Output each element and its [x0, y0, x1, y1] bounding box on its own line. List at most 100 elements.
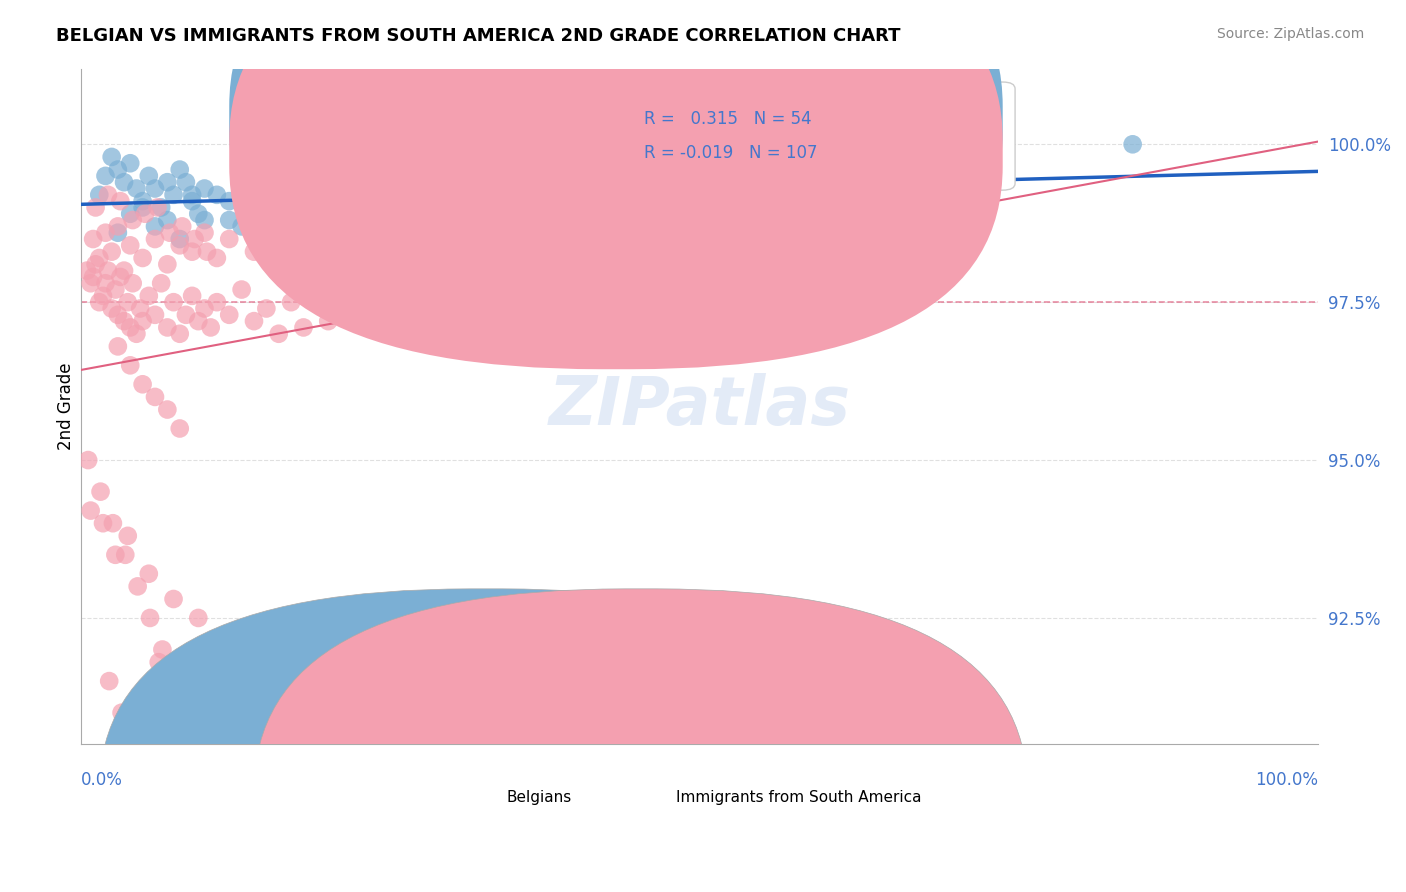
Point: [129, 301, 152, 316]
Text: Belgians: Belgians: [506, 789, 571, 805]
Point: [159, 226, 181, 240]
Point: [94, 226, 117, 240]
Point: [478, 207, 501, 221]
Point: [138, 169, 160, 183]
Point: [465, 301, 488, 316]
Point: [589, 175, 612, 189]
Point: [378, 251, 401, 265]
Point: [540, 181, 562, 195]
Point: [205, 187, 228, 202]
Point: [187, 314, 209, 328]
Point: [174, 308, 197, 322]
Point: [148, 655, 170, 669]
Point: [181, 289, 204, 303]
Point: [218, 308, 240, 322]
Point: [91, 289, 114, 303]
Point: [172, 219, 194, 234]
Point: [169, 232, 191, 246]
Point: [305, 289, 328, 303]
Point: [110, 269, 132, 284]
Point: [212, 630, 235, 644]
Point: [181, 244, 204, 259]
Point: [391, 194, 413, 208]
Point: [254, 232, 277, 246]
Text: Immigrants from South America: Immigrants from South America: [676, 789, 921, 805]
Point: [107, 308, 129, 322]
Point: [143, 219, 166, 234]
Point: [267, 181, 290, 195]
Text: R =   0.315   N = 54: R = 0.315 N = 54: [644, 111, 811, 128]
Point: [150, 201, 173, 215]
Point: [127, 579, 149, 593]
Point: [91, 516, 114, 531]
Point: [134, 207, 156, 221]
Point: [112, 263, 135, 277]
Point: [94, 169, 117, 183]
Point: [267, 219, 290, 234]
Point: [316, 238, 339, 252]
Point: [200, 320, 222, 334]
Point: [152, 642, 174, 657]
FancyBboxPatch shape: [582, 82, 1015, 190]
Point: [120, 359, 142, 373]
Point: [174, 175, 197, 189]
Point: [84, 257, 107, 271]
Point: [292, 263, 315, 277]
Point: [107, 162, 129, 177]
Point: [416, 277, 439, 291]
Point: [181, 194, 204, 208]
Point: [82, 269, 104, 284]
Point: [110, 194, 132, 208]
Point: [181, 187, 204, 202]
Point: [367, 181, 389, 195]
Point: [502, 277, 524, 291]
Point: [205, 251, 228, 265]
Point: [440, 201, 463, 215]
Y-axis label: 2nd Grade: 2nd Grade: [58, 363, 75, 450]
Point: [143, 308, 166, 322]
Point: [292, 238, 315, 252]
Point: [292, 207, 315, 221]
Point: [378, 295, 401, 310]
Point: [156, 213, 179, 227]
Point: [280, 295, 302, 310]
Point: [104, 548, 127, 562]
Point: [143, 232, 166, 246]
Point: [193, 213, 215, 227]
Point: [146, 201, 169, 215]
Point: [292, 320, 315, 334]
Point: [243, 194, 266, 208]
Point: [139, 611, 162, 625]
Point: [187, 611, 209, 625]
Point: [110, 706, 132, 720]
Point: [89, 251, 111, 265]
Point: [254, 301, 277, 316]
Point: [89, 187, 111, 202]
Point: [94, 277, 117, 291]
Point: [79, 503, 101, 517]
Point: [627, 314, 650, 328]
Point: [1122, 137, 1144, 152]
Point: [77, 453, 100, 467]
Point: [117, 529, 139, 543]
Point: [107, 219, 129, 234]
Point: [169, 421, 191, 435]
Point: [100, 150, 122, 164]
Point: [143, 181, 166, 195]
Text: 100.0%: 100.0%: [1256, 771, 1319, 789]
Text: BELGIAN VS IMMIGRANTS FROM SOUTH AMERICA 2ND GRADE CORRELATION CHART: BELGIAN VS IMMIGRANTS FROM SOUTH AMERICA…: [56, 27, 901, 45]
Point: [135, 737, 157, 751]
Point: [316, 314, 339, 328]
Point: [98, 674, 121, 689]
Point: [183, 232, 205, 246]
Point: [112, 314, 135, 328]
Point: [131, 201, 153, 215]
Point: [121, 277, 143, 291]
Point: [104, 283, 127, 297]
Point: [267, 326, 290, 341]
Point: [837, 162, 859, 177]
Point: [97, 263, 120, 277]
Point: [416, 213, 439, 227]
Point: [107, 339, 129, 353]
Point: [440, 232, 463, 246]
